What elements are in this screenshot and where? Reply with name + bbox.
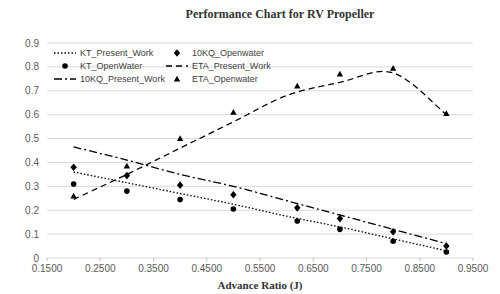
x-tick <box>313 258 314 261</box>
x-tick <box>206 258 207 261</box>
data-point <box>337 215 343 223</box>
series-group <box>70 65 449 199</box>
series-group <box>74 71 447 199</box>
background <box>0 0 500 294</box>
legend-swatch <box>62 63 68 69</box>
x-tick-label: 0.5500 <box>245 263 276 274</box>
grid-line <box>47 43 473 44</box>
x-tick-label: 0.8500 <box>404 263 435 274</box>
x-tick-label: 0.6500 <box>298 263 329 274</box>
grid-line <box>47 234 473 235</box>
y-tick-label: 0.9 <box>25 38 39 49</box>
y-tick-label: 0.5 <box>25 133 39 144</box>
data-point <box>177 135 183 141</box>
data-point <box>294 83 300 89</box>
x-tick-label: 0.4500 <box>191 263 222 274</box>
series-line <box>74 172 447 251</box>
data-point <box>124 163 130 169</box>
data-point <box>230 191 236 199</box>
legend-label: 10KQ_Openwater <box>192 48 264 58</box>
legend-label: KT_OpenWater <box>80 61 142 71</box>
x-tick <box>419 258 420 261</box>
data-point <box>337 71 343 77</box>
x-tick <box>153 258 154 261</box>
data-point <box>231 206 237 212</box>
legend-swatch <box>54 52 76 53</box>
legend-swatch <box>54 78 76 79</box>
series-group <box>70 163 449 249</box>
x-axis-label: Advance Ratio (J) <box>218 279 303 292</box>
y-tick-label: 0.7 <box>25 85 39 96</box>
data-point <box>390 228 396 236</box>
y-tick-label: 0.2 <box>25 205 39 216</box>
data-point <box>70 163 76 171</box>
y-tick-label: 0 <box>33 253 39 264</box>
y-tick-label: 0.6 <box>25 109 39 120</box>
x-tick <box>366 258 367 261</box>
chart-container: Performance Chart for RV Propeller 0 0.1 0.… <box>0 0 500 294</box>
data-point <box>71 181 77 187</box>
legend-label: ETA_Present_Work <box>192 61 271 71</box>
chart-title: Performance Chart for RV Propeller <box>186 7 376 21</box>
data-point <box>124 188 130 194</box>
x-tick-label: 0.9500 <box>458 263 489 274</box>
x-tick <box>473 258 474 261</box>
series-group <box>74 172 447 251</box>
y-tick-label: 0.8 <box>25 61 39 72</box>
chart-svg: Performance Chart for RV Propeller 0 0.1 0.… <box>0 0 500 294</box>
grid-line <box>47 114 473 115</box>
series-group <box>71 181 449 255</box>
x-tick <box>47 258 48 261</box>
series-line <box>74 147 447 244</box>
x-tick <box>100 258 101 261</box>
data-point <box>444 249 450 255</box>
y-tick-label: 0.3 <box>25 181 39 192</box>
x-tick <box>260 258 261 261</box>
x-tick-label: 0.2500 <box>85 263 116 274</box>
y-tick-label: 0.4 <box>25 157 39 168</box>
grid-line <box>47 186 473 187</box>
data-point <box>443 242 449 250</box>
grid-line <box>47 138 473 139</box>
legend-swatch <box>174 49 180 57</box>
y-tick-label: 0.1 <box>25 229 39 240</box>
data-point <box>177 181 183 189</box>
legend: KT_Present_Work KT_OpenWater 10KQ_Present_… <box>54 48 271 84</box>
plot-data <box>70 65 449 255</box>
legend-label: KT_Present_Work <box>80 48 154 58</box>
legend-swatch <box>166 65 188 66</box>
data-point <box>70 193 76 199</box>
grid-line <box>47 162 473 163</box>
data-point <box>177 197 183 203</box>
x-tick-label: 0.3500 <box>138 263 169 274</box>
grid-line <box>47 90 473 91</box>
series-group <box>74 147 447 244</box>
series-line <box>74 71 447 199</box>
data-point <box>230 109 236 115</box>
data-point <box>390 65 396 71</box>
data-point <box>294 218 300 224</box>
data-point <box>390 238 396 244</box>
x-tick-label: 0.1500 <box>32 263 63 274</box>
legend-swatch <box>174 76 180 82</box>
data-point <box>294 204 300 212</box>
data-point <box>443 110 449 116</box>
legend-label: ETA_Openwater <box>192 74 258 84</box>
legend-label: 10KQ_Present_Work <box>80 74 165 84</box>
data-point <box>337 227 343 233</box>
x-tick-label: 0.7500 <box>351 263 382 274</box>
